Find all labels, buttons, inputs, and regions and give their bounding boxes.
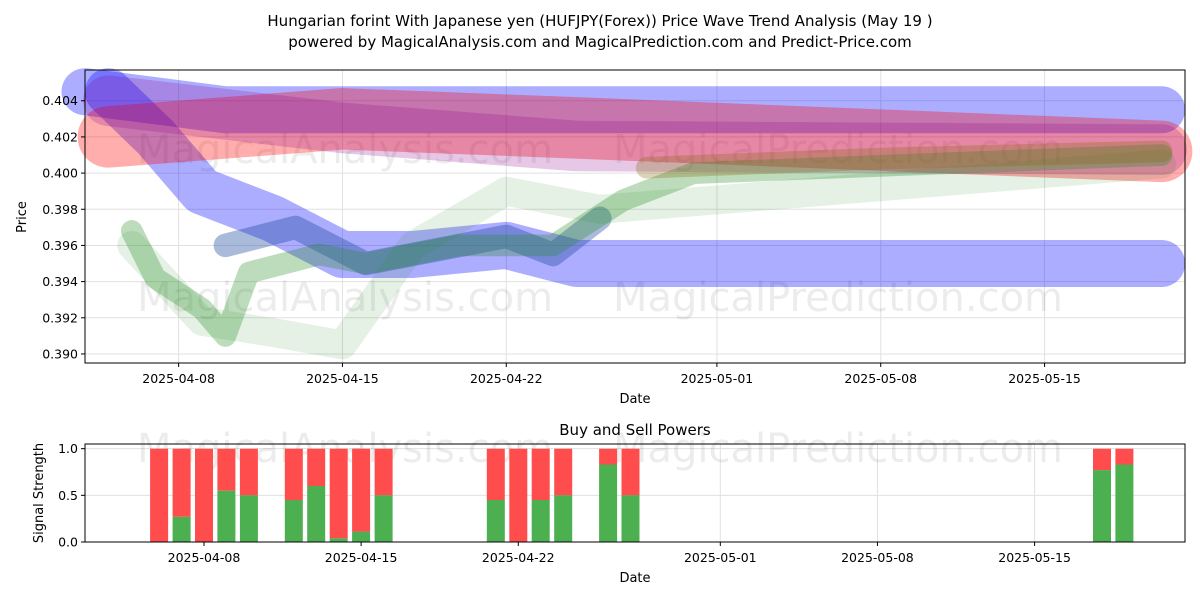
buy-sell-title: Buy and Sell Powers — [559, 421, 711, 439]
power-bars — [150, 448, 1134, 542]
price-wave-band-1 — [84, 68, 1186, 287]
price-grid — [85, 70, 1185, 363]
power-y-axis: 0.0 0.5 1.0 — [58, 441, 85, 550]
power-x-tick-label: 2025-04-22 — [482, 550, 555, 565]
power-x-tick-label: 2025-05-15 — [998, 550, 1071, 565]
sell-power-bar — [195, 448, 213, 542]
sell-power-bar — [352, 448, 371, 532]
power-y-tick-label: 0.0 — [58, 535, 78, 550]
watermark-prediction: MagicalPrediction.com — [613, 127, 1063, 173]
buy-power-bar — [554, 495, 573, 542]
price-x-tick-label: 2025-05-01 — [681, 371, 754, 386]
sell-power-bar — [172, 448, 191, 517]
price-x-axis: 2025-04-08 2025-04-15 2025-04-22 2025-05-01… — [142, 363, 1081, 386]
price-y-tick-label: 0.398 — [42, 202, 78, 217]
buy-power-bar — [1093, 470, 1111, 542]
price-y-axis-label: Price — [15, 201, 30, 233]
power-x-axis-label: Date — [619, 571, 650, 586]
price-y-axis: 0.390 0.392 0.394 0.396 0.398 0.400 0.402 0.404 — [42, 93, 85, 361]
sell-power-bar — [599, 448, 618, 465]
price-wave-band-3 — [77, 88, 1193, 183]
price-x-tick-label: 2025-04-15 — [306, 371, 379, 386]
price-wave-band-7 — [117, 149, 1177, 360]
price-y-tick-label: 0.396 — [42, 238, 78, 253]
buy-power-bar — [1115, 464, 1134, 542]
price-y-tick-label: 0.392 — [42, 310, 78, 325]
buy-power-bar — [352, 531, 371, 542]
sell-power-bar — [1093, 448, 1111, 471]
sell-power-bar — [284, 448, 303, 500]
watermark-analysis: MagicalAnalysis.com — [137, 127, 553, 173]
sell-power-bar — [329, 448, 348, 539]
buy-power-bar — [172, 516, 191, 542]
power-x-tick-label: 2025-04-08 — [168, 550, 241, 565]
buy-sell-power-panel: Buy and Sell Powers MagicalAnalysis.com … — [32, 421, 1186, 586]
sell-power-bar — [554, 448, 573, 496]
power-x-tick-label: 2025-05-08 — [841, 550, 914, 565]
sell-power-bar — [486, 448, 505, 500]
price-chart-panel: MagicalAnalysis.com MagicalPrediction.co… — [15, 68, 1193, 407]
price-x-tick-label: 2025-05-08 — [844, 371, 917, 386]
price-y-tick-label: 0.394 — [42, 274, 78, 289]
power-y-tick-label: 1.0 — [58, 441, 78, 456]
sell-power-bar — [217, 448, 236, 491]
price-y-tick-label: 0.400 — [42, 166, 78, 181]
power-x-tick-label: 2025-05-01 — [684, 550, 757, 565]
power-y-tick-label: 0.5 — [58, 488, 78, 503]
price-wave-band-8 — [635, 140, 1173, 179]
price-wave-series — [61, 68, 1193, 360]
buy-power-bar — [599, 464, 618, 542]
price-x-tick-label: 2025-04-08 — [142, 371, 215, 386]
buy-power-bar — [307, 486, 326, 542]
buy-power-bar — [217, 490, 236, 542]
sell-power-bar — [509, 448, 528, 542]
sell-power-bar — [307, 448, 326, 486]
buy-power-bar — [486, 500, 505, 542]
watermark-analysis: MagicalAnalysis.com — [137, 275, 553, 321]
sell-power-bar — [531, 448, 550, 500]
price-x-axis-label: Date — [619, 392, 650, 407]
price-wave-band-4 — [83, 75, 1187, 175]
price-y-tick-label: 0.402 — [42, 129, 78, 144]
buy-power-bar — [239, 495, 258, 542]
watermark-prediction: MagicalPrediction.com — [613, 275, 1063, 321]
sell-power-bar — [239, 448, 258, 496]
power-x-axis: 2025-04-08 2025-04-15 2025-04-22 2025-05-01… — [168, 542, 1071, 565]
chart-title: Hungarian forint With Japanese yen (HUFJ… — [267, 12, 932, 30]
buy-power-bar — [284, 500, 303, 542]
price-x-tick-label: 2025-05-15 — [1008, 371, 1081, 386]
buy-power-bar — [621, 495, 640, 542]
buy-power-bar — [374, 495, 393, 542]
price-wave-band-2 — [61, 68, 1186, 134]
chart-subtitle: powered by MagicalAnalysis.com and Magic… — [288, 33, 912, 51]
sell-power-bar — [150, 448, 169, 542]
power-x-tick-label: 2025-04-15 — [325, 550, 398, 565]
price-y-tick-label: 0.404 — [42, 93, 78, 108]
sell-power-bar — [374, 448, 393, 496]
price-x-tick-label: 2025-04-22 — [470, 371, 543, 386]
power-y-axis-label: Signal Strength — [32, 443, 47, 543]
buy-power-bar — [531, 500, 550, 542]
watermark-prediction: MagicalPrediction.com — [613, 426, 1063, 472]
buy-power-bar — [329, 538, 348, 542]
sell-power-bar — [621, 448, 640, 496]
price-wave-band-5 — [213, 206, 612, 276]
price-wave-band-6 — [120, 144, 1173, 347]
sell-power-bar — [1115, 448, 1134, 465]
price-y-tick-label: 0.390 — [42, 346, 78, 361]
